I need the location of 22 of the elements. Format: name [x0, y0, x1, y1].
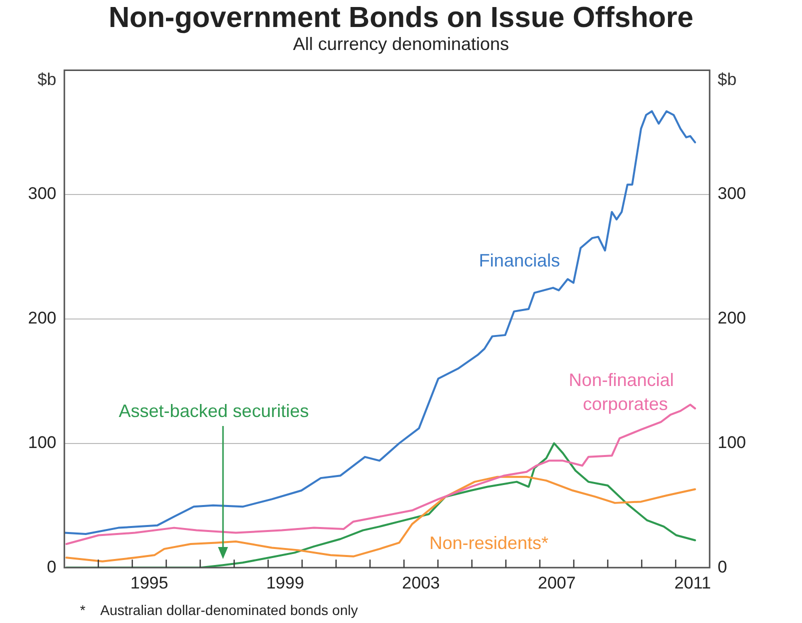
y-tick-label: 0	[46, 557, 56, 576]
y2-tick-label: 300	[718, 184, 746, 204]
x-tick-label: 1999	[266, 573, 304, 592]
y2-tick-label: 0	[718, 557, 728, 576]
series-label: Non-residents*	[429, 532, 548, 553]
x-tick-label: 2011	[674, 573, 711, 592]
x-tick-label: 2007	[538, 573, 576, 592]
x-tick-label: 1995	[130, 573, 168, 592]
y2-tick-label: 200	[718, 308, 746, 328]
y-tick-label: 200	[28, 308, 56, 328]
text: * Australian dollar-denominated bonds only	[80, 602, 358, 618]
chart-title: Non-government Bonds on Issue Offshore	[108, 2, 694, 34]
y2-axis-title: $b	[718, 70, 737, 89]
chart-subtitle: All currency denominations	[292, 34, 510, 54]
y-axis-title: $b	[37, 70, 56, 89]
text: Asset-backed securities	[118, 401, 309, 422]
series-label: Financials	[478, 250, 560, 271]
x-tick-label: 2003	[402, 573, 440, 592]
y2-tick-label: 100	[718, 432, 746, 452]
series-label: Non-financial corporates	[568, 370, 674, 414]
y-tick-label: 100	[28, 432, 56, 452]
y-tick-label: 300	[28, 184, 56, 204]
